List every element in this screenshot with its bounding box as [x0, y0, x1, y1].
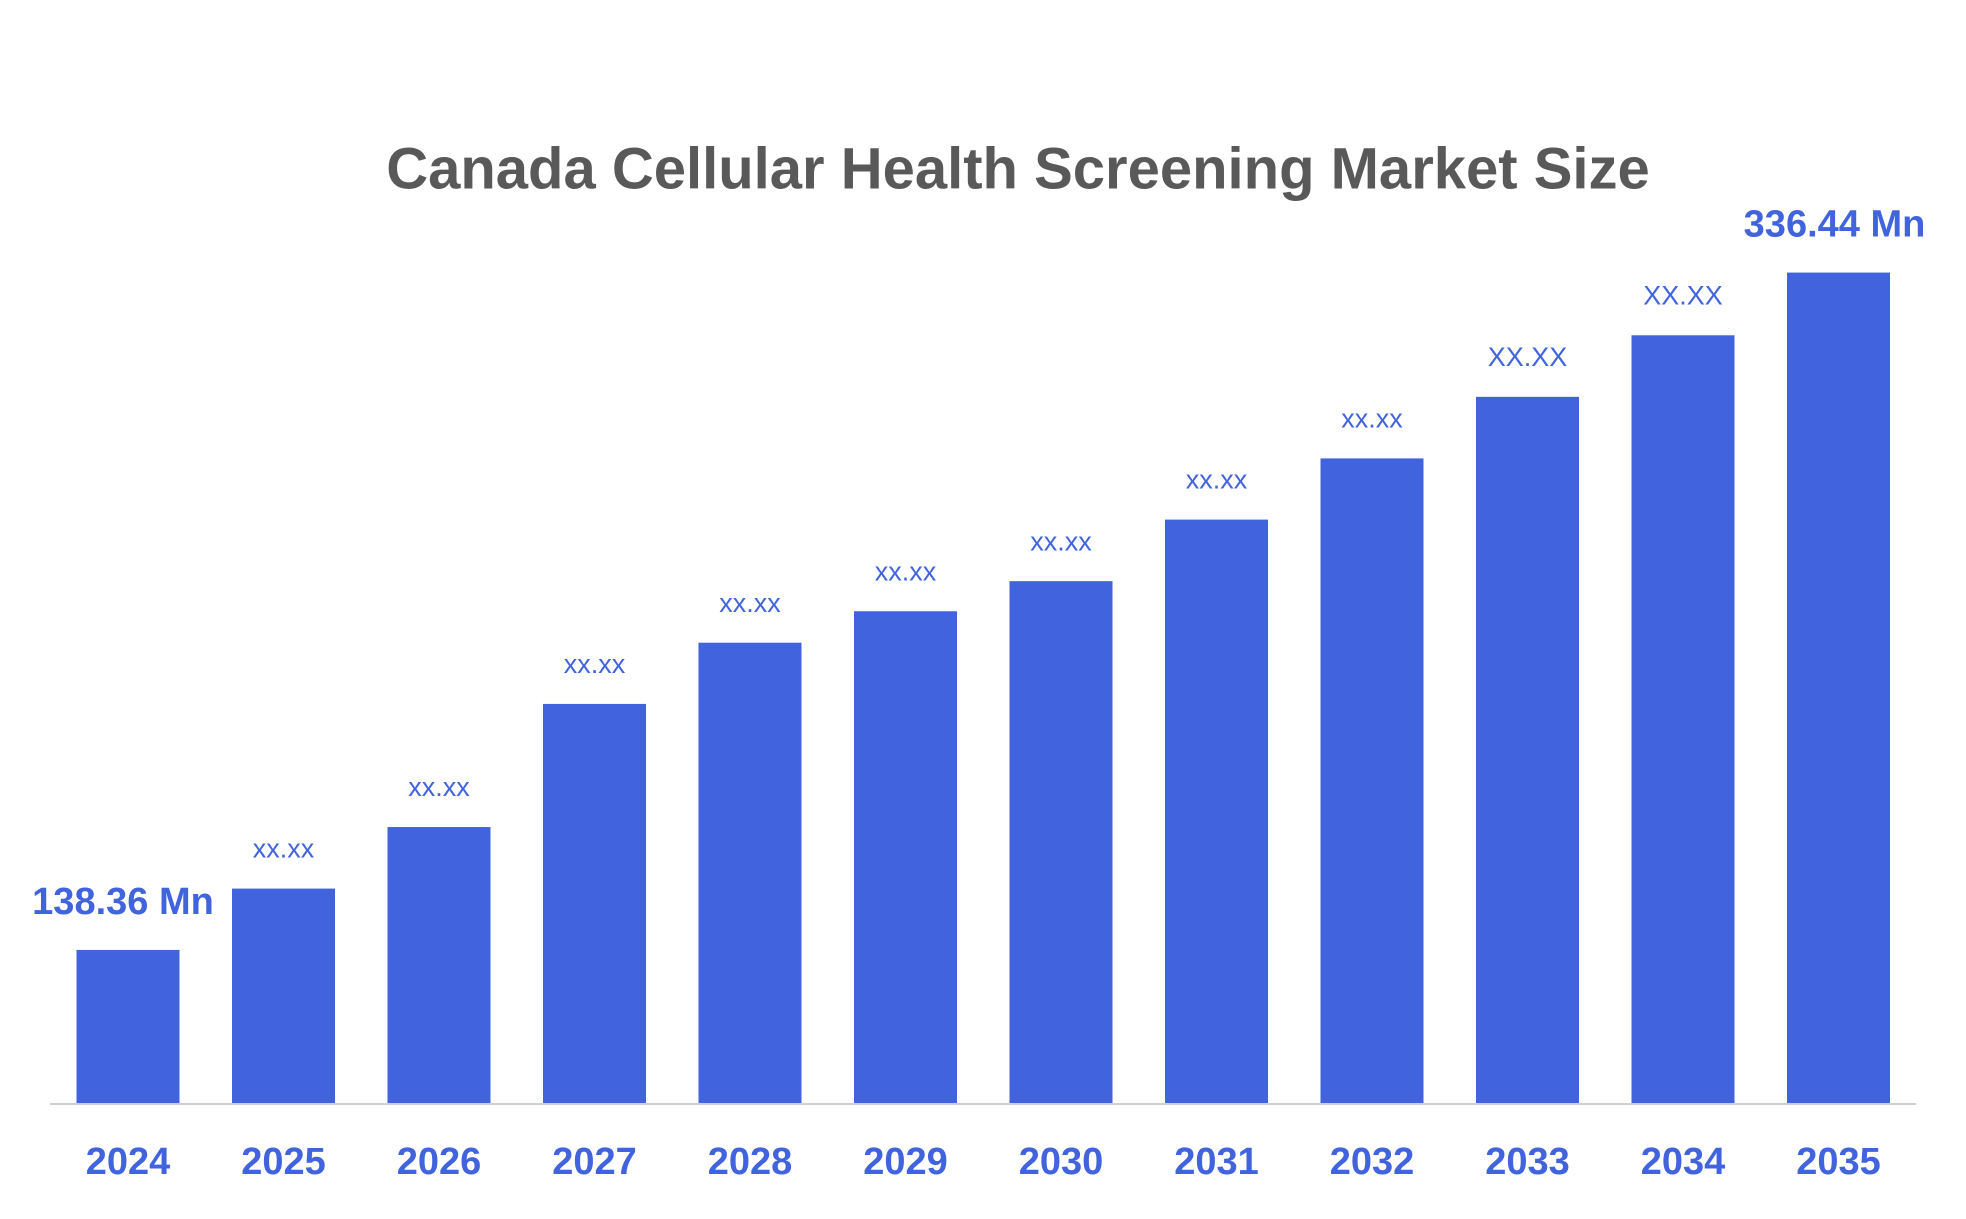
x-tick-label: 2031	[1174, 1141, 1259, 1183]
x-tick-label: 2032	[1330, 1141, 1415, 1183]
x-tick-label: 2035	[1796, 1141, 1881, 1183]
x-tick-label: 2034	[1641, 1141, 1726, 1183]
bar	[1165, 519, 1268, 1103]
bar	[854, 611, 957, 1103]
x-tick-label: 2033	[1485, 1141, 1570, 1183]
bar	[1631, 335, 1735, 1103]
bar	[1320, 458, 1424, 1103]
bar	[543, 703, 646, 1103]
bar	[698, 642, 802, 1103]
value-label: xx.xx	[719, 588, 781, 618]
value-label: xx.xx	[253, 834, 315, 864]
value-label: XX.XX	[1488, 342, 1568, 372]
bar	[387, 827, 491, 1103]
bar	[232, 888, 335, 1103]
value-label: xx.xx	[1186, 465, 1248, 495]
x-tick-label: 2024	[86, 1141, 171, 1183]
value-label: xx.xx	[1030, 526, 1092, 556]
x-tick-label: 2029	[863, 1141, 948, 1183]
bar	[1009, 581, 1113, 1103]
x-tick-label: 2027	[552, 1141, 637, 1183]
value-label: XX.XX	[1643, 280, 1723, 310]
x-tick-label: 2025	[241, 1141, 326, 1183]
chart-title: Canada Cellular Health Screening Market …	[386, 136, 1650, 201]
value-label: xx.xx	[875, 556, 937, 586]
x-tick-label: 2028	[708, 1141, 793, 1183]
bar	[1787, 272, 1890, 1104]
x-tick-label: 2030	[1019, 1141, 1104, 1183]
value-label: 336.44 Mn	[1744, 204, 1926, 246]
x-tick-label: 2026	[397, 1141, 482, 1183]
value-label: xx.xx	[408, 772, 470, 802]
bar	[1476, 396, 1579, 1103]
bar	[76, 949, 180, 1103]
value-label: xx.xx	[1341, 404, 1403, 434]
value-label: xx.xx	[564, 649, 626, 679]
value-label: 138.36 Mn	[32, 881, 214, 923]
